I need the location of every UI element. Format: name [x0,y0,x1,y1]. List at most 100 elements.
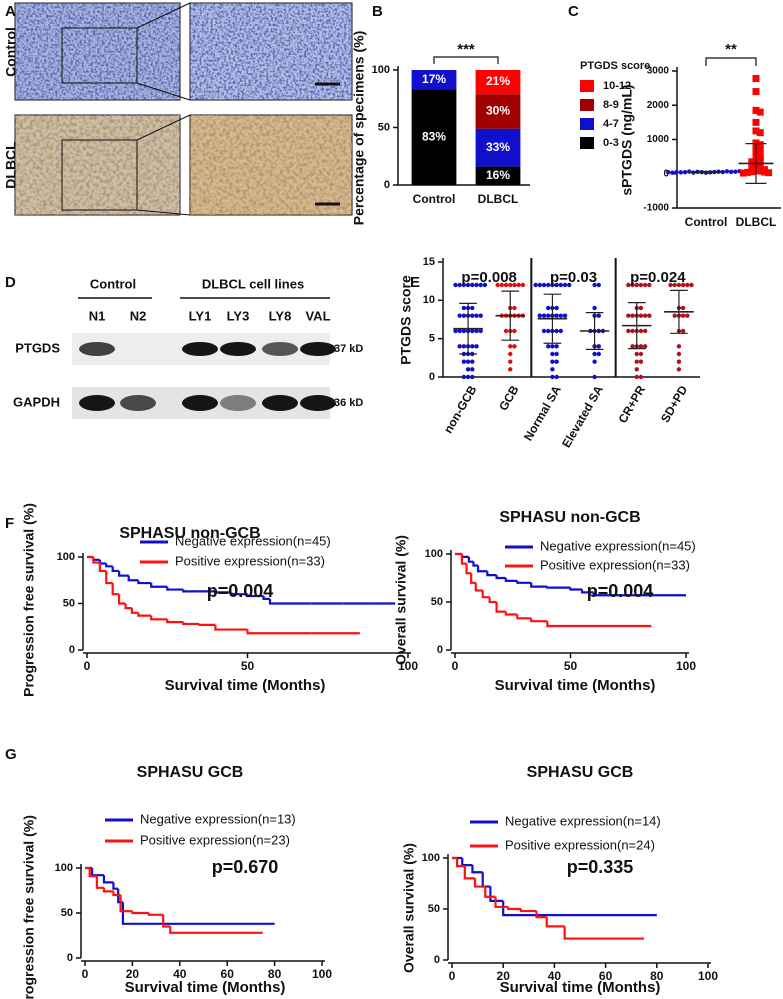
y-axis-label: PTGDS score [398,275,414,365]
x-tick-label: 50 [564,659,578,673]
x-tick-label: SD+PD [658,383,690,425]
km-step [488,597,497,604]
value-label: 21% [486,74,510,88]
data-point [554,313,559,318]
chart-title: SPHASU non-GCB [499,509,640,526]
data-point [512,305,517,311]
band [182,395,218,411]
data-point [630,328,635,334]
km-step [495,575,506,580]
band [300,395,336,411]
km-step [465,563,472,575]
legend-label: Negative expression(n=45) [540,538,696,553]
data-point [550,367,555,372]
data-point [499,282,505,288]
data-point [596,282,601,288]
x-tick-label: 60 [599,969,613,983]
y-axis-label: Overall survival (%) [393,535,409,665]
y-tick-label: 0 [429,371,435,383]
data-point [457,282,462,288]
data-point [638,359,644,364]
data-point [676,351,682,357]
x-tick-label: Elevated SA [559,383,606,450]
y-tick-label: 50 [428,903,440,915]
data-point [567,282,572,288]
x-tick-label: 20 [126,967,140,981]
data-point [461,359,467,364]
data-point [508,282,513,288]
data-point [546,313,551,318]
y-tick-label: 5 [429,333,435,345]
data-point [465,282,471,288]
data-point [533,282,538,288]
legend-label: Positive expression(n=33) [540,557,690,572]
data-point [756,141,764,149]
data-point [546,328,551,334]
x-axis-label: Survival time (Months) [500,979,661,996]
km-step [456,858,465,868]
legend-swatch [580,137,594,149]
km-step [484,886,496,898]
km-step [111,566,120,573]
legend-label: Positive expression(n=23) [140,832,290,847]
data-point [638,374,644,380]
data-point [550,351,555,357]
y-tick-label: 100 [57,551,75,563]
data-point [562,313,568,318]
data-point [744,168,752,176]
x-tick-label: 40 [173,967,187,981]
km-step [546,586,571,589]
panel-label: C [568,3,579,20]
data-point [689,282,694,288]
km-step [111,583,120,596]
data-point [470,367,475,372]
data-point [626,328,631,334]
data-point [748,168,756,176]
km-step [121,902,275,925]
x-tick-label: 100 [398,659,418,673]
error-bar [459,302,477,355]
x-tick-label: 60 [221,967,235,981]
chart-title: SPHASU GCB [527,764,634,781]
km-step [169,926,204,934]
data-point [554,359,559,364]
chart-title: SPHASU GCB [137,764,244,781]
data-point [470,328,475,334]
km-step [495,602,506,613]
km-step [246,629,280,635]
data-point [748,158,756,166]
data-point [630,282,635,288]
lane-label: LY3 [227,308,250,323]
data-point [470,359,475,364]
data-point [512,282,517,288]
data-point [508,359,513,364]
data-point [592,359,597,364]
y-tick-label: 100 [55,862,73,874]
x-tick-label: Normal SA [521,383,564,443]
value-label: 33% [486,140,510,154]
data-point [541,282,547,288]
km-step [460,554,467,565]
x-tick-label: DLBCL [478,192,519,206]
lane-label: LY1 [189,308,212,323]
y-axis-label: sPTGDS (ng/mL) [619,84,635,195]
data-point [554,351,559,357]
data-point [634,282,639,288]
data-point [470,374,475,380]
x-tick-label: 20 [497,969,511,983]
x-tick-label: 0 [84,659,91,673]
data-point [457,328,462,334]
significance: *** [457,41,475,58]
lane-label: LY8 [269,308,292,323]
data-point [478,313,483,318]
data-point [596,344,601,349]
p-value: p=0.335 [567,857,634,877]
data-point [756,146,764,154]
legend-label: Positive expression(n=33) [175,553,325,568]
data-point [541,313,547,318]
data-point [508,367,513,372]
km-step [127,575,139,582]
km-step [118,594,126,605]
km-step [112,891,121,897]
row-label: DLBCL [3,141,19,189]
